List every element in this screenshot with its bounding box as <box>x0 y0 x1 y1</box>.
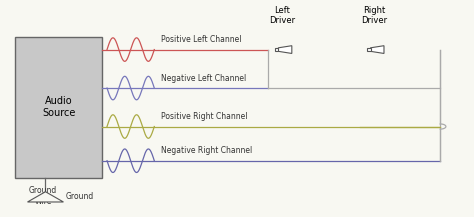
Text: Negative Right Channel: Negative Right Channel <box>161 146 253 155</box>
FancyBboxPatch shape <box>15 37 102 178</box>
Text: Ground: Ground <box>66 192 94 201</box>
Polygon shape <box>278 46 292 53</box>
Polygon shape <box>371 46 384 53</box>
Polygon shape <box>27 192 64 202</box>
Text: Positive Right Channel: Positive Right Channel <box>161 112 248 121</box>
Text: Audio
Source: Audio Source <box>42 97 75 118</box>
Polygon shape <box>275 48 278 51</box>
Text: Ground
Wire: Ground Wire <box>29 186 57 206</box>
Text: Right
Driver: Right Driver <box>361 6 387 25</box>
Text: Positive Left Channel: Positive Left Channel <box>161 35 242 44</box>
Polygon shape <box>367 48 371 51</box>
Text: Left
Driver: Left Driver <box>269 6 295 25</box>
Text: Negative Left Channel: Negative Left Channel <box>161 74 246 83</box>
